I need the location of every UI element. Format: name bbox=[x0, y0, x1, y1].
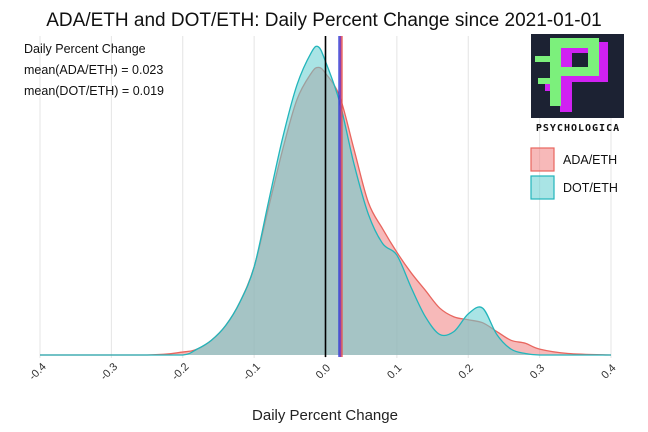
logo-p-green bbox=[535, 38, 599, 106]
x-tick-labels: -0.4 -0.3 -0.2 -0.1 0.0 0.1 0.2 0.3 0.4 bbox=[27, 361, 619, 383]
x-axis-title: Daily Percent Change bbox=[252, 407, 398, 424]
x-tick-label-2: -0.2 bbox=[170, 361, 192, 383]
x-tick-label-8: 0.4 bbox=[599, 362, 618, 381]
reference-lines bbox=[324, 36, 343, 357]
legend-label-ada: ADA/ETH bbox=[563, 153, 617, 167]
legend-swatch-ada bbox=[530, 147, 555, 172]
x-tick-label-0: -0.4 bbox=[27, 361, 49, 383]
psychologica-logo: PSYCHOLOGICA bbox=[531, 34, 624, 134]
annotation-ada-mean: mean(ADA/ETH) = 0.023 bbox=[24, 63, 163, 77]
legend-swatch-dot bbox=[530, 175, 555, 200]
x-tick-label-1: -0.3 bbox=[98, 361, 120, 383]
legend-label-dot: DOT/ETH bbox=[563, 181, 618, 195]
x-tick-label-6: 0.2 bbox=[456, 362, 475, 381]
density-line-dot-eth bbox=[40, 45, 611, 356]
x-tick-label-5: 0.1 bbox=[385, 362, 404, 381]
x-tick-label-4: 0.0 bbox=[314, 362, 333, 381]
stats-annotation: Daily Percent Change mean(ADA/ETH) = 0.0… bbox=[24, 42, 164, 98]
logo-wordmark: PSYCHOLOGICA bbox=[536, 123, 620, 134]
x-tick-label-3: -0.1 bbox=[241, 361, 263, 383]
annotation-heading: Daily Percent Change bbox=[24, 42, 146, 56]
annotation-dot-mean: mean(DOT/ETH) = 0.019 bbox=[24, 84, 164, 98]
chart-title: ADA/ETH and DOT/ETH: Daily Percent Chang… bbox=[46, 10, 601, 31]
x-tick-label-7: 0.3 bbox=[528, 362, 547, 381]
legend: ADA/ETH DOT/ETH bbox=[530, 147, 618, 200]
